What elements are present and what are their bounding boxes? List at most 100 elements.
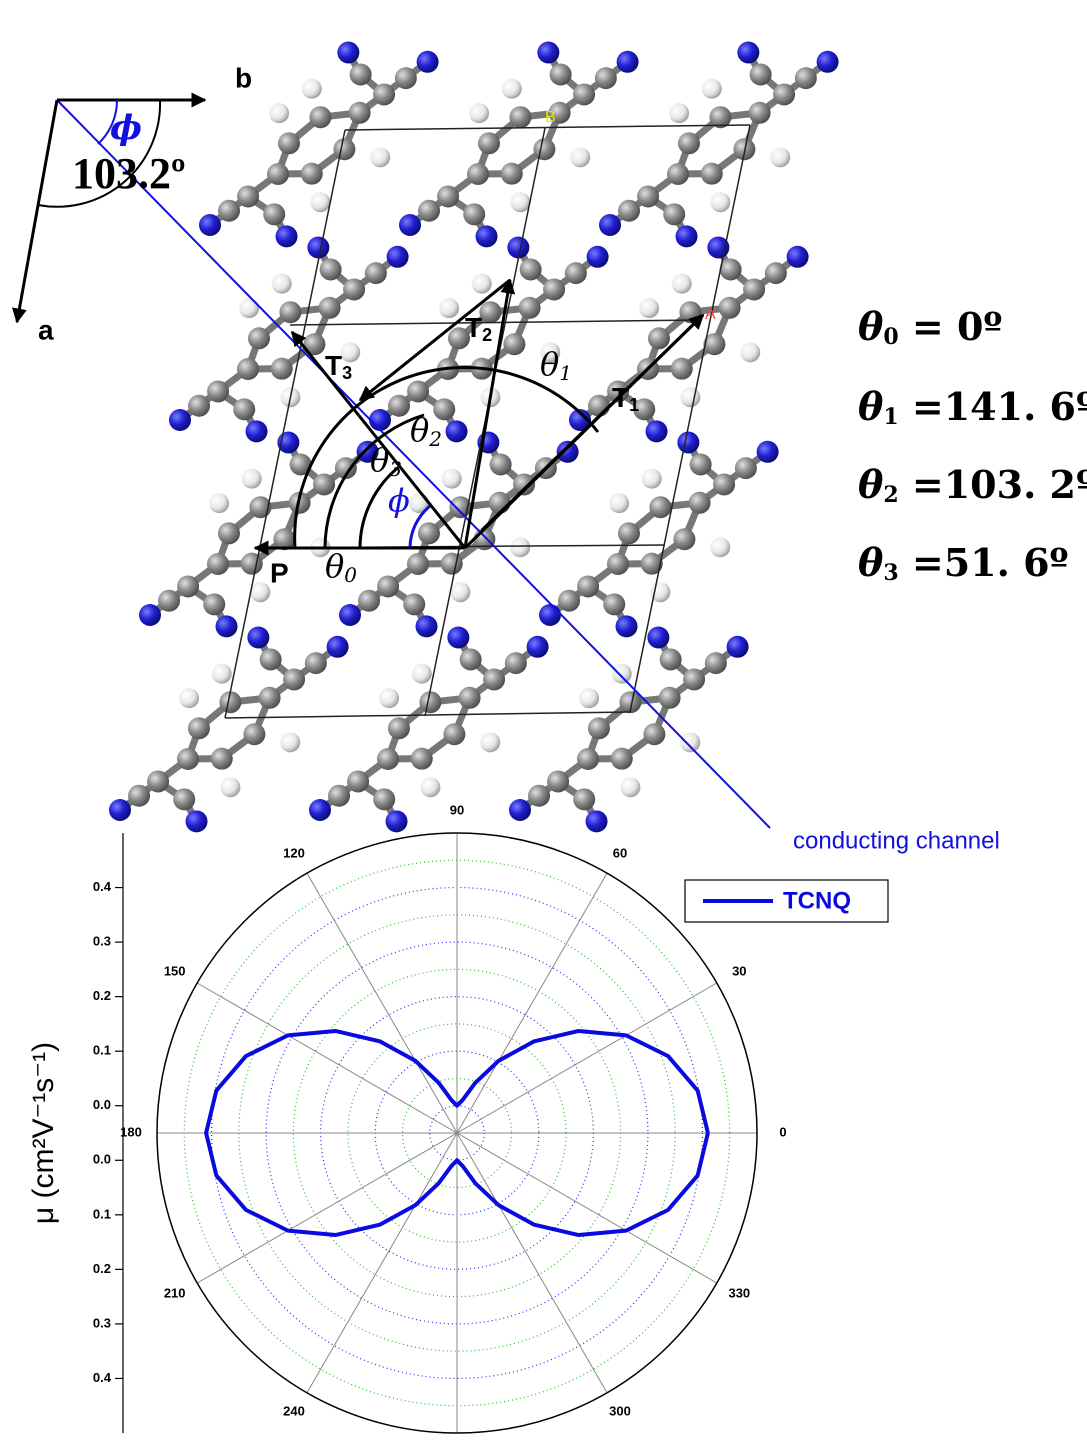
atom: [633, 398, 656, 421]
radial-tick-label: 0.3: [93, 934, 111, 949]
atom: [764, 262, 787, 285]
angle-tick-label: 0: [779, 1124, 786, 1139]
atom: [479, 301, 502, 324]
molecule: [599, 41, 839, 248]
atom: [267, 163, 289, 185]
vector-t3: [358, 278, 511, 402]
molecule: [399, 41, 639, 248]
atom: [403, 593, 426, 616]
angle-tick-label: 90: [450, 802, 464, 817]
atom: [250, 582, 271, 603]
atom: [641, 468, 662, 489]
axis-label: b: [235, 62, 252, 93]
atom: [349, 63, 372, 86]
atom: [513, 473, 536, 496]
eq-sub: 1: [883, 404, 898, 430]
atom: [343, 278, 366, 301]
radial-tick-label: 0.2: [93, 1261, 111, 1276]
angle-tick-label: 120: [283, 846, 305, 861]
atom: [318, 296, 341, 319]
molecule: [309, 626, 549, 833]
atom: [139, 604, 161, 626]
angle-tick-label: 30: [732, 963, 746, 978]
atom: [459, 648, 482, 671]
radial-tick-label: 0.0: [93, 1152, 111, 1167]
vectors: P T1 T2 T3 θ1 θ2 θ3 θ0 ϕ: [253, 278, 705, 588]
atom: [215, 615, 238, 638]
equation: θ1 =141. 6º: [858, 384, 1087, 431]
atom: [689, 453, 712, 476]
a-arrow: [12, 99, 59, 324]
atom: [579, 688, 600, 709]
lattice-line: [224, 129, 346, 719]
atom: [588, 394, 611, 417]
eq-symbol: θ: [858, 540, 884, 585]
vector-label: T2: [465, 312, 492, 344]
atom: [218, 199, 241, 222]
atom: [304, 652, 327, 675]
atom: [594, 67, 617, 90]
atom: [663, 203, 686, 226]
atom: [416, 50, 439, 73]
atom: [443, 723, 466, 746]
atom: [611, 663, 632, 684]
eq-symbol: θ: [858, 462, 884, 507]
atom: [540, 342, 561, 363]
molecule: [109, 626, 349, 833]
eq-value: =103. 2º: [899, 462, 1087, 507]
atom: [710, 192, 731, 213]
vector-label: P: [270, 557, 289, 588]
channel-label: conducting channel: [793, 827, 1000, 854]
atom: [794, 67, 817, 90]
atom: [420, 777, 441, 798]
atom: [309, 799, 331, 821]
atom: [509, 799, 531, 821]
atom: [570, 147, 591, 168]
atom: [537, 41, 560, 64]
lattice: [224, 124, 751, 719]
atom: [489, 453, 512, 476]
atom: [703, 333, 726, 356]
vector-sub: 3: [342, 363, 352, 383]
vector-label: T1: [612, 382, 639, 414]
atom: [249, 496, 272, 519]
atom: [439, 298, 460, 319]
atom: [719, 258, 742, 281]
atom: [673, 528, 696, 551]
spoke: [306, 1132, 458, 1394]
atom: [394, 67, 417, 90]
molecule: [199, 41, 439, 248]
radial-tick-label: 0.2: [93, 988, 111, 1003]
atom: [337, 41, 360, 64]
eq-value: = 0º: [899, 304, 1003, 349]
atom: [637, 185, 660, 208]
lattice-line: [344, 124, 751, 131]
atom: [647, 626, 670, 649]
spoke: [196, 1132, 458, 1284]
atom: [245, 420, 268, 443]
atom: [447, 327, 470, 350]
atom: [339, 604, 361, 626]
atom: [188, 394, 211, 417]
atom: [437, 185, 460, 208]
atom: [619, 691, 642, 714]
atom: [659, 648, 682, 671]
atom: [671, 273, 692, 294]
atom: [483, 668, 506, 691]
atom: [347, 770, 370, 793]
spoke: [456, 1132, 608, 1394]
atom: [301, 78, 322, 99]
atom: [677, 132, 700, 155]
eq-symbol: θ: [858, 384, 884, 429]
radial-tick-label: 0.0: [93, 1097, 111, 1112]
radial-tick-label: 0.4: [93, 1370, 112, 1385]
atom: [373, 788, 396, 811]
atom: [109, 799, 131, 821]
atom: [247, 327, 270, 350]
atom: [379, 688, 400, 709]
vector-t2: [463, 278, 516, 549]
atom: [147, 770, 170, 793]
atom: [480, 732, 501, 753]
vector-sub: 2: [482, 325, 492, 345]
atom: [547, 770, 570, 793]
